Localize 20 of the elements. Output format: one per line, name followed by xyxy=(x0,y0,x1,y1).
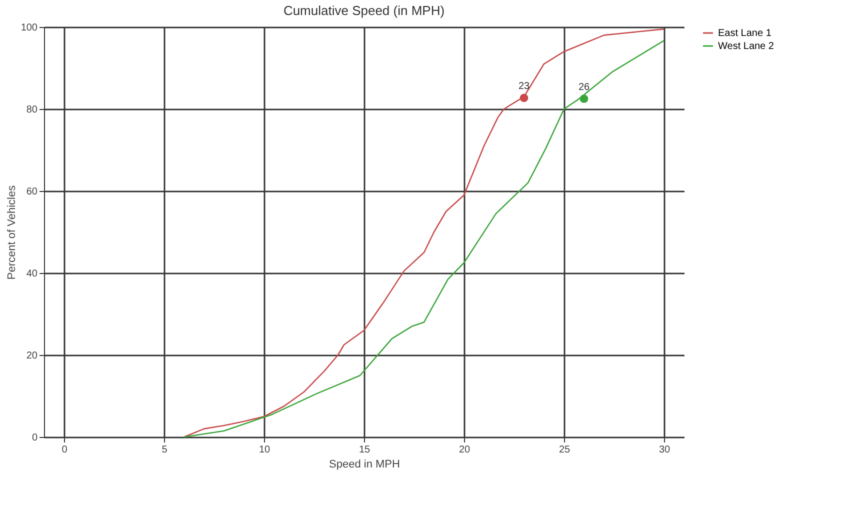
chart-title: Cumulative Speed (in MPH) xyxy=(283,3,445,18)
y-tick-label: 0 xyxy=(32,432,38,444)
y-tick-label: 40 xyxy=(26,268,38,280)
x-tick-label: 20 xyxy=(458,444,470,456)
legend-label: East Lane 1 xyxy=(718,28,772,39)
legend-label: West Lane 2 xyxy=(718,41,774,52)
x-tick-label: 15 xyxy=(358,444,370,456)
y-tick-label: 100 xyxy=(20,22,38,34)
y-tick-label: 60 xyxy=(26,186,38,198)
x-tick-label: 10 xyxy=(258,444,270,456)
annotation: 23 xyxy=(518,80,530,92)
y-tick-label: 20 xyxy=(26,350,38,362)
x-tick-label: 5 xyxy=(162,444,168,456)
x-tick-label: 0 xyxy=(62,444,68,456)
y-tick-label: 80 xyxy=(26,104,38,116)
y-axis-title: Percent of Vehicles xyxy=(6,184,18,280)
x-tick-label: 25 xyxy=(558,444,570,456)
x-tick-label: 30 xyxy=(658,444,670,456)
annotation: 26 xyxy=(578,82,590,93)
x-axis-title: Speed in MPH xyxy=(329,458,400,470)
